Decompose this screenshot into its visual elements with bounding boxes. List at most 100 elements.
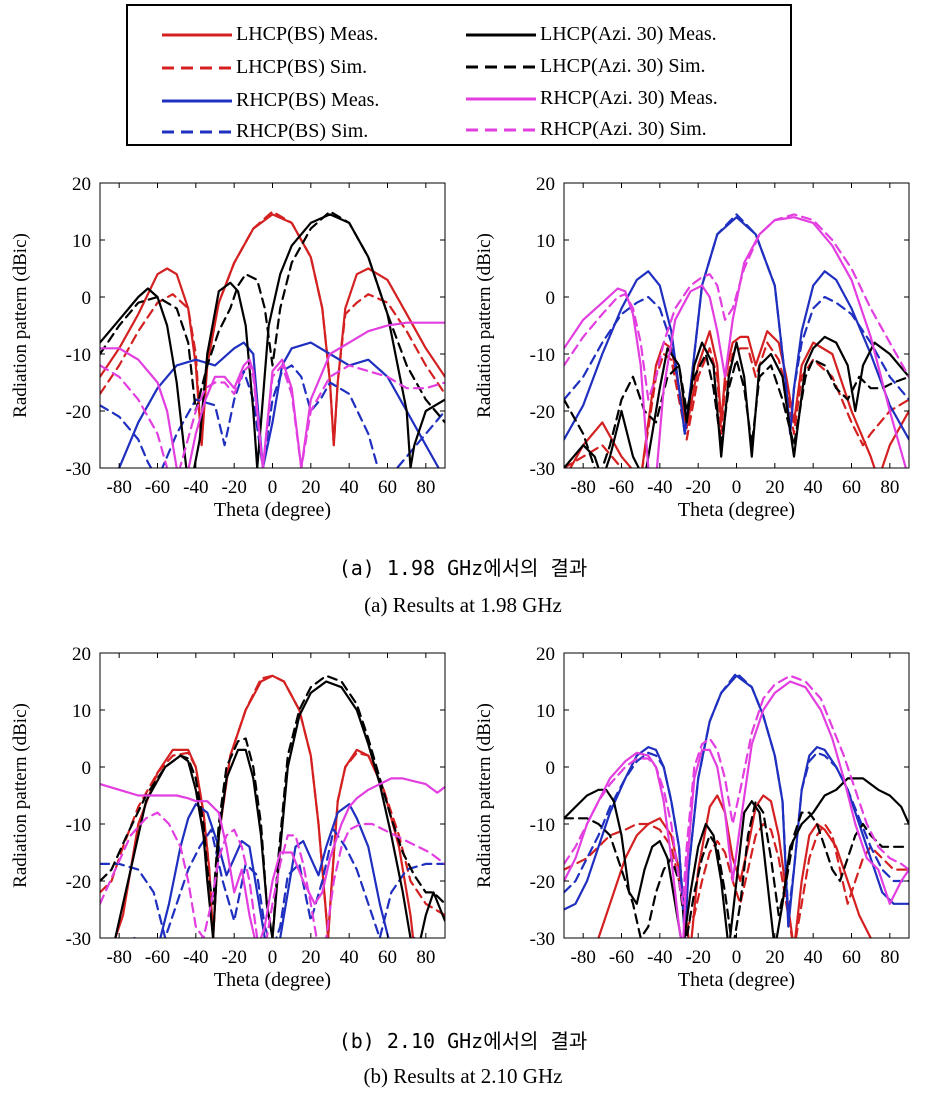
series-line <box>100 213 445 468</box>
series-line <box>132 803 416 938</box>
y-tick-label: 10 <box>72 231 91 252</box>
series-line <box>569 330 909 468</box>
x-tick-label: 0 <box>268 477 278 498</box>
y-tick-label: -10 <box>530 345 555 366</box>
x-tick-label: -20 <box>222 477 247 498</box>
x-tick-label: -40 <box>647 477 672 498</box>
y-axis-label: Radiation pattern (dBic) <box>474 703 495 888</box>
x-tick-label: -20 <box>686 947 711 968</box>
series-line <box>564 352 909 468</box>
series-line <box>564 335 909 468</box>
series-line <box>564 800 909 938</box>
x-tick-label: 80 <box>880 477 899 498</box>
x-tick-label: 40 <box>340 477 359 498</box>
series-line <box>117 341 440 468</box>
y-tick-label: -20 <box>66 402 91 423</box>
legend-label: LHCP(BS) Sim. <box>236 56 368 78</box>
x-tick-label: 60 <box>378 947 397 968</box>
series-line <box>564 674 909 905</box>
caption-a-korean: (a) 1.98 GHz에서의 결과 <box>338 556 588 580</box>
caption-b-english: (b) Results at 2.10 GHz <box>363 1064 563 1088</box>
series-line <box>564 216 907 468</box>
y-axis-label: Radiation pattern (dBic) <box>10 233 31 418</box>
x-tick-label: 80 <box>880 947 899 968</box>
x-tick-label: -20 <box>222 947 247 968</box>
y-tick-label: 0 <box>546 288 556 309</box>
series-line <box>564 822 909 938</box>
x-tick-label: 0 <box>732 947 742 968</box>
x-tick-label: 40 <box>804 477 823 498</box>
chart-2-10ghz-left: -80 -60 -40 -20 0 20 40 60 80-30-20-1001020Theta… <box>10 644 446 991</box>
y-tick-label: 10 <box>536 231 555 252</box>
x-axis-label: Theta (degree) <box>214 499 331 521</box>
series-line <box>100 777 445 938</box>
series-line <box>564 777 909 938</box>
y-tick-label: 20 <box>536 644 555 665</box>
x-tick-label: -40 <box>183 947 208 968</box>
y-tick-label: 0 <box>82 758 92 779</box>
x-tick-label: 0 <box>732 477 742 498</box>
y-tick-label: 20 <box>536 174 555 195</box>
y-tick-label: -30 <box>66 459 91 480</box>
y-tick-label: 20 <box>72 644 91 665</box>
series-line <box>100 674 445 938</box>
x-tick-label: 80 <box>416 477 435 498</box>
series-line <box>564 213 909 401</box>
y-tick-label: 10 <box>536 701 555 722</box>
x-axis-label: Theta (degree) <box>678 499 795 521</box>
series-line <box>100 210 445 424</box>
x-tick-label: 60 <box>842 947 861 968</box>
x-tick-label: -60 <box>609 477 634 498</box>
x-tick-label: -40 <box>647 947 672 968</box>
x-tick-label: -80 <box>571 947 596 968</box>
x-tick-label: -80 <box>571 477 596 498</box>
y-tick-label: -10 <box>66 345 91 366</box>
y-axis-label: Radiation pattern (dBic) <box>10 703 31 888</box>
x-tick-label: 60 <box>842 477 861 498</box>
x-axis-label: Theta (degree) <box>214 969 331 991</box>
x-tick-label: 60 <box>378 477 397 498</box>
series-line <box>564 671 909 928</box>
chart-1-98ghz-right: -80 -60 -40 -20 0 20 40 60 80-30-20-1001020Theta… <box>474 174 910 521</box>
legend-label: RHCP(BS) Meas. <box>236 89 380 111</box>
x-axis-label: Theta (degree) <box>678 969 795 991</box>
legend-label: LHCP(Azi. 30) Meas. <box>540 23 717 45</box>
x-tick-label: -60 <box>145 477 170 498</box>
legend: LHCP(BS) Meas. LHCP(BS) Sim. RHCP(BS) Meas… <box>126 4 792 146</box>
y-tick-label: -10 <box>66 815 91 836</box>
series-line <box>100 321 445 468</box>
y-tick-label: -20 <box>530 872 555 893</box>
y-tick-label: -20 <box>530 402 555 423</box>
chart-2-10ghz-right: -80 -60 -40 -20 0 20 40 60 80-30-20-1001020Theta… <box>474 644 910 991</box>
legend-label: LHCP(Azi. 30) Sim. <box>540 55 706 77</box>
y-tick-label: -30 <box>530 459 555 480</box>
y-tick-label: -20 <box>66 872 91 893</box>
legend-label: RHCP(BS) Sim. <box>236 120 369 142</box>
x-tick-label: -80 <box>107 947 132 968</box>
series-line <box>596 794 873 938</box>
x-tick-label: 40 <box>340 947 359 968</box>
series-line <box>564 213 909 435</box>
series-line <box>100 210 445 447</box>
x-tick-label: -40 <box>183 477 208 498</box>
x-tick-label: -60 <box>145 947 170 968</box>
y-axis-label: Radiation pattern (dBic) <box>474 233 495 418</box>
x-tick-label: 0 <box>268 947 278 968</box>
series-line <box>100 364 445 468</box>
caption-a-english: (a) Results at 1.98 GHz <box>364 593 562 617</box>
x-tick-label: -60 <box>609 947 634 968</box>
y-tick-label: 20 <box>72 174 91 195</box>
x-tick-label: -80 <box>107 477 132 498</box>
y-tick-label: 0 <box>546 758 556 779</box>
x-tick-label: 20 <box>765 947 784 968</box>
y-tick-label: -30 <box>66 929 91 950</box>
y-tick-label: -30 <box>530 929 555 950</box>
caption-b-korean: (b) 2.10 GHz에서의 결과 <box>338 1029 588 1053</box>
legend-label: RHCP(Azi. 30) Sim. <box>540 118 707 140</box>
x-tick-label: 80 <box>416 947 435 968</box>
series-line <box>100 674 445 938</box>
series-line <box>100 364 445 468</box>
x-tick-label: 20 <box>765 477 784 498</box>
legend-label: RHCP(Azi. 30) Meas. <box>540 87 718 109</box>
series-line <box>100 811 445 938</box>
